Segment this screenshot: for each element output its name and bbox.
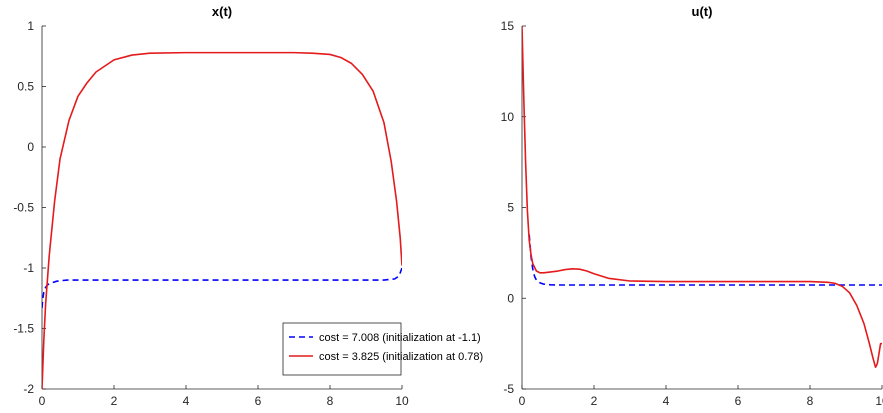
x-tick-label: 0 [39,394,46,408]
legend-box [282,322,402,376]
x-tick-label: 0 [519,394,526,408]
y-tick-label: -0.5 [13,201,34,215]
chart-x-of-t: 0 2 4 6 8 10 -2 -1.5 -1 -0.5 0 0.5 1 x(t) cost = 7.008… [13,4,483,408]
series-line-dashed-blue [42,267,402,308]
y-tick-label: 0 [507,291,514,305]
x-tick-label: 2 [591,394,598,408]
x-tick-label: 4 [183,394,190,408]
y-tick-label: 0.5 [17,80,34,94]
x-tick-label: 2 [111,394,118,408]
x-tick-label: 10 [875,394,883,408]
legend-label: cost = 7.008 (initialization at -1.1) [319,332,481,344]
y-tick-label: 0 [27,140,34,154]
series-line-solid-red [522,26,882,369]
series-line-dashed-blue [528,234,882,286]
legend-label: cost = 3.825 (initialization at 0.78) [319,351,483,363]
y-tick-label: 1 [27,19,34,33]
chart-title: u(t) [692,4,713,19]
x-tick-label: 8 [327,394,334,408]
series-line-solid-red [42,51,402,389]
y-tick-label: 15 [501,19,515,33]
x-tick-label: 6 [255,394,262,408]
y-tick-label: -5 [503,382,514,396]
y-tick-label: 10 [501,110,515,124]
x-tick-label: 10 [395,394,409,408]
x-tick-label: 8 [807,394,814,408]
x-tick-label: 6 [735,394,742,408]
y-tick-label: 5 [507,201,514,215]
y-tick-label: -1 [23,261,34,275]
chart-title: x(t) [212,4,232,19]
y-tick-label: -2 [23,382,34,396]
x-tick-label: 4 [663,394,670,408]
y-tick-label: -1.5 [13,322,34,336]
chart-u-of-t: 0 2 4 6 8 10 -5 0 5 10 15 u(t) [501,4,883,408]
